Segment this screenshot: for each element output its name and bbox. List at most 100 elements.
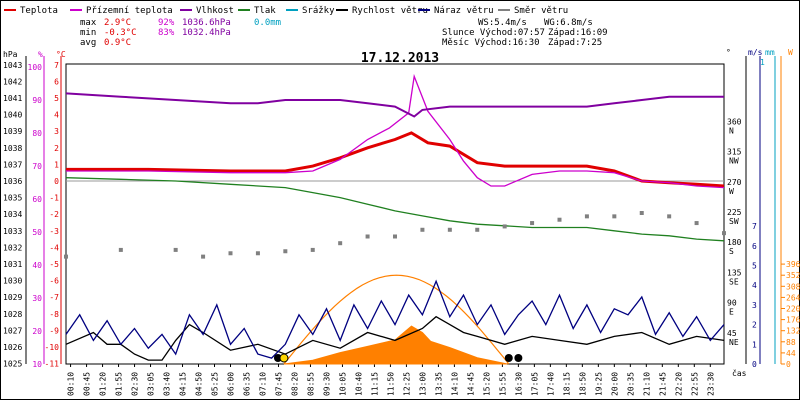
time-tick-label: 23:30 (706, 372, 715, 396)
c-tick-label: -8 (49, 310, 59, 319)
dir-tick-label: SW (729, 217, 739, 226)
series-line (65, 315, 725, 361)
series-line (65, 92, 724, 118)
legend-label: Přízemní teplota (86, 6, 173, 16)
deg-tick-label: 90 (727, 299, 737, 308)
dir-tick-label: NE (729, 338, 739, 347)
time-tick-label: 10:40 (354, 372, 363, 396)
hpa-tick-label: 1029 (3, 293, 22, 302)
c-unit: °C (56, 50, 66, 59)
c-tick-label: -6 (49, 277, 59, 286)
hpa-tick-label: 1037 (3, 160, 22, 169)
ms-tick-label: 1 (752, 340, 757, 349)
time-tick-label: 20:00 (610, 372, 619, 396)
grid (65, 63, 725, 365)
time-tick-label: 11:15 (370, 372, 379, 396)
c-tick-label: 3 (54, 127, 59, 136)
stats-hum: 83% (158, 28, 175, 38)
deg-tick-label: 360 (727, 117, 742, 126)
hpa-tick-label: 1034 (3, 210, 22, 219)
pct-tick-label: 90 (32, 96, 42, 105)
legend-label: Teplota (20, 6, 58, 16)
w-tick-label: 396 (786, 260, 800, 269)
deg-tick-label: 180 (727, 238, 742, 247)
wind-direction-mark (338, 241, 343, 246)
time-tick-label: 22:20 (674, 372, 683, 396)
pct-tick-label: 60 (32, 195, 42, 204)
time-tick-label: 05:25 (211, 372, 220, 396)
w-tick-label: 264 (786, 293, 800, 302)
dir-tick-label: N (729, 126, 734, 135)
dir-tick-label: SE (729, 277, 739, 286)
pct-tick-label: 70 (32, 162, 42, 171)
time-tick-label: 14:45 (466, 372, 475, 396)
time-tick-label: 02:30 (131, 372, 140, 396)
wind-direction-mark (667, 214, 672, 219)
series-line (66, 73, 725, 189)
stats-label: min (80, 28, 96, 38)
dir-tick-label: E (729, 308, 734, 317)
stats-temp: 0.9°C (104, 38, 131, 48)
time-tick-label: 15:55 (498, 372, 507, 396)
pct-tick-label: 50 (32, 228, 42, 237)
mm-top-label: 1 (760, 58, 765, 67)
pct-tick-label: 100 (28, 63, 43, 72)
w-tick-label: 132 (786, 327, 800, 336)
time-tick-label: 12:25 (402, 372, 411, 396)
pct-tick-label: 10 (32, 360, 42, 369)
hpa-unit: hPa (3, 50, 18, 59)
ms-tick-label: 6 (752, 242, 757, 251)
time-tick-label: 16:30 (514, 372, 523, 396)
c-tick-label: 7 (54, 61, 59, 70)
dir-tick-label: NW (729, 157, 739, 166)
w-tick-label: 352 (786, 271, 800, 280)
wind-direction-mark (475, 227, 480, 232)
ms-tick-label: 0 (752, 360, 757, 369)
hpa-tick-label: 1039 (3, 127, 22, 136)
wind-direction-mark (420, 227, 425, 232)
time-tick-label: 17:05 (530, 372, 539, 396)
legend-label: Rychlost větru (352, 6, 428, 16)
legend-label: Směr větru (514, 6, 568, 16)
legend: Teplota Přízemní teplota Vlhkost Tlak Srážky… (4, 6, 568, 16)
legend-label: Náraz větru (434, 6, 494, 16)
ms-tick-label: 3 (752, 301, 757, 310)
time-tick-label: 01:55 (115, 372, 124, 396)
c-tick-label: -9 (49, 326, 59, 335)
axes: hPa% °C1043104210411040103910381037103610… (3, 48, 800, 396)
deg-tick-label: 45 (727, 329, 737, 338)
ms-tick-label: 4 (752, 281, 757, 290)
pct-unit: % (38, 50, 43, 59)
time-tick-label: 07:10 (258, 372, 267, 396)
chart-title: 17.12.2013 (361, 51, 439, 66)
time-tick-label: 04:15 (179, 372, 188, 396)
stats-press: 1032.4hPa (182, 28, 231, 38)
hpa-tick-label: 1038 (3, 144, 22, 153)
dir-tick-label: W (729, 187, 734, 196)
wind-direction-mark (365, 234, 370, 239)
wind-direction-mark (310, 247, 315, 252)
wind-direction-mark (722, 231, 726, 236)
time-tick-label: 18:15 (562, 372, 571, 396)
deg-tick-label: 270 (727, 178, 742, 187)
c-tick-label: 0 (54, 177, 59, 186)
pct-tick-label: 40 (32, 261, 42, 270)
time-tick-label: 04:50 (195, 372, 204, 396)
c-tick-label: -11 (45, 360, 60, 369)
wind-direction-mark (694, 221, 699, 226)
wind-direction-mark (393, 234, 397, 239)
stats-temp: 2.9°C (104, 18, 131, 28)
time-tick-label: 15:20 (482, 372, 491, 396)
c-tick-label: 6 (54, 77, 59, 86)
hpa-tick-label: 1025 (3, 360, 22, 369)
c-tick-label: 5 (54, 94, 59, 103)
time-tick-label: 14:10 (450, 372, 459, 396)
c-tick-label: -2 (49, 210, 59, 219)
stats-moonrise: Měsíc Východ:16:30 (442, 38, 540, 48)
legend-label: Tlak (254, 6, 276, 16)
wind-direction-mark (283, 249, 288, 254)
deg-tick-label: 135 (727, 268, 742, 277)
c-tick-label: -4 (49, 243, 59, 252)
legend-label: Srážky (302, 6, 335, 16)
deg-unit: ° (726, 48, 731, 57)
